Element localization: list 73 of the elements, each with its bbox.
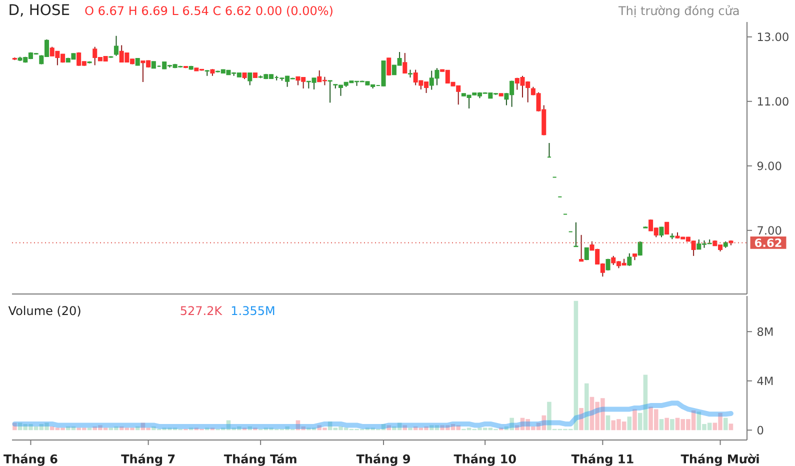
y-tick-label: 0 bbox=[757, 426, 764, 434]
y-tick-label: 4M bbox=[757, 376, 773, 386]
bar bbox=[338, 426, 343, 430]
bar bbox=[627, 416, 632, 430]
candlestick bbox=[659, 226, 664, 238]
bar bbox=[344, 428, 348, 430]
ref-line-label: 6.62 bbox=[754, 238, 782, 248]
text: 527.2K bbox=[180, 306, 222, 316]
bar bbox=[654, 409, 658, 430]
candlestick bbox=[574, 222, 578, 248]
candlestick bbox=[584, 247, 589, 261]
y-tick-label: 8M bbox=[757, 327, 773, 336]
bar bbox=[531, 426, 536, 430]
bar bbox=[146, 428, 150, 430]
bar bbox=[130, 428, 134, 430]
bar bbox=[728, 424, 734, 430]
bar bbox=[55, 428, 60, 430]
x-tick-label: Tháng 7 bbox=[121, 454, 175, 466]
bar bbox=[664, 418, 669, 430]
candlestick bbox=[386, 57, 392, 76]
bar bbox=[659, 419, 664, 430]
text: O 6.67 H 6.69 L 6.54 C 6.62 0.00 (0.00%) bbox=[85, 6, 332, 17]
bar bbox=[680, 419, 685, 430]
candlestick bbox=[248, 72, 252, 86]
bar bbox=[670, 419, 674, 430]
bar bbox=[418, 428, 424, 430]
bar bbox=[60, 428, 65, 430]
bar bbox=[488, 428, 493, 430]
x-tick-label: Tháng 9 bbox=[356, 454, 410, 466]
bar bbox=[103, 428, 108, 430]
x-tick-label: Tháng 11 bbox=[571, 454, 634, 466]
bar bbox=[606, 415, 610, 430]
text: Thị trường đóng cửa bbox=[618, 5, 739, 18]
bar bbox=[638, 412, 642, 430]
candlestick bbox=[627, 252, 632, 266]
bar bbox=[702, 424, 706, 430]
text: 1.355M bbox=[232, 306, 274, 316]
x-tick-label: Tháng 6 bbox=[4, 454, 58, 466]
bar bbox=[616, 419, 621, 430]
bar bbox=[611, 420, 616, 430]
bar bbox=[622, 422, 626, 430]
bar bbox=[584, 383, 589, 430]
candlestick bbox=[579, 234, 584, 262]
bar bbox=[482, 428, 488, 430]
x-tick-label: Tháng 10 bbox=[454, 454, 516, 466]
legend-title: Volume (20) bbox=[8, 306, 80, 317]
bar bbox=[333, 428, 338, 430]
candlestick bbox=[328, 80, 332, 104]
bar bbox=[648, 406, 653, 430]
candlestick bbox=[114, 35, 119, 56]
bar bbox=[76, 428, 81, 430]
x-tick-label: Tháng Tám bbox=[224, 454, 296, 466]
bar bbox=[675, 418, 680, 430]
bar bbox=[466, 428, 472, 430]
bar bbox=[82, 428, 86, 430]
y-tick-label: 11.00 bbox=[758, 97, 788, 106]
bar bbox=[124, 428, 130, 430]
bar bbox=[686, 419, 690, 430]
y-tick-label: 7.00 bbox=[758, 226, 782, 235]
chart-title: D, HOSE bbox=[10, 4, 70, 17]
bar bbox=[108, 428, 114, 430]
y-tick-label: 9.00 bbox=[757, 162, 782, 170]
candlestick bbox=[664, 222, 670, 234]
x-tick-label: Tháng Mười bbox=[680, 454, 759, 466]
bar bbox=[87, 428, 92, 430]
candlestick bbox=[638, 240, 642, 256]
candlestick bbox=[402, 52, 408, 74]
y-tick-label: 13.00 bbox=[758, 32, 788, 42]
bar bbox=[322, 428, 327, 430]
bar bbox=[478, 428, 482, 430]
bar bbox=[632, 409, 637, 430]
bar bbox=[723, 418, 728, 430]
bar bbox=[408, 428, 412, 430]
